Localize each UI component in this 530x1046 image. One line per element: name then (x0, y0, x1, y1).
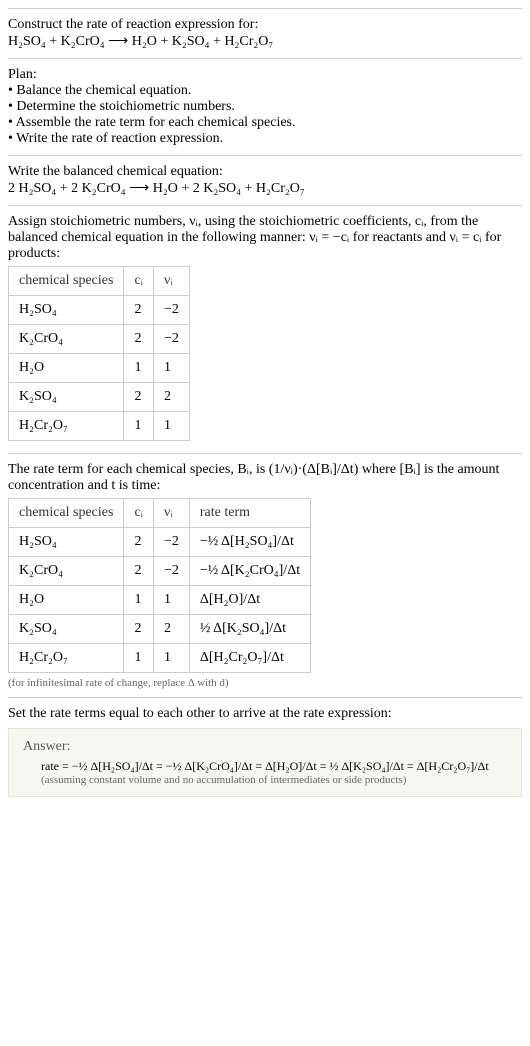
final-title: Set the rate terms equal to each other t… (8, 706, 522, 722)
stoich-intro: Assign stoichiometric numbers, νᵢ, using… (8, 214, 522, 262)
table-row: H₂Cr₂O₇ 1 1 Δ[H₂Cr₂O₇]/Δt (9, 644, 311, 673)
rateterm-formula: (1/νᵢ)·(Δ[Bᵢ]/Δt) (269, 462, 359, 477)
table-row: K₂SO₄ 2 2 (9, 383, 190, 412)
rateterm-table: chemical species cᵢ νᵢ rate term H₂SO₄ 2… (8, 498, 311, 673)
cell: K₂SO₄ (9, 615, 124, 644)
cell: 2 (153, 615, 189, 644)
plan-item: • Assemble the rate term for each chemic… (8, 115, 522, 131)
intro-equation: H₂SO₄ + K₂CrO₄ ⟶ H₂O + K₂SO₄ + H₂Cr₂O₇ (8, 33, 522, 50)
col-header: rate term (189, 499, 310, 528)
rate-expression: rate = −½ Δ[H₂SO₄]/Δt = −½ Δ[K₂CrO₄]/Δt … (41, 759, 507, 774)
table-row: H₂SO₄ 2 −2 −½ Δ[H₂SO₄]/Δt (9, 528, 311, 557)
cell: H₂Cr₂O₇ (9, 644, 124, 673)
col-header: cᵢ (124, 267, 154, 296)
cell: H₂SO₄ (9, 296, 124, 325)
plan-item: • Determine the stoichiometric numbers. (8, 99, 522, 115)
table-row: K₂SO₄ 2 2 ½ Δ[K₂SO₄]/Δt (9, 615, 311, 644)
cell: 1 (153, 412, 189, 441)
table-row: K₂CrO₄ 2 −2 −½ Δ[K₂CrO₄]/Δt (9, 557, 311, 586)
intro-line: Construct the rate of reaction expressio… (8, 17, 522, 33)
stoich-table: chemical species cᵢ νᵢ H₂SO₄ 2 −2 K₂CrO₄… (8, 266, 190, 441)
cell: 2 (124, 528, 154, 557)
cell: Δ[H₂Cr₂O₇]/Δt (189, 644, 310, 673)
plan-item: • Write the rate of reaction expression. (8, 131, 522, 147)
balanced-section: Write the balanced chemical equation: 2 … (8, 155, 522, 205)
col-header: cᵢ (124, 499, 154, 528)
cell: 1 (124, 644, 154, 673)
cell: K₂CrO₄ (9, 557, 124, 586)
plan-title: Plan: (8, 67, 522, 83)
col-header: νᵢ (153, 267, 189, 296)
assumption-note: (assuming constant volume and no accumul… (41, 774, 507, 786)
table-row: H₂O 1 1 Δ[H₂O]/Δt (9, 586, 311, 615)
cell: H₂Cr₂O₇ (9, 412, 124, 441)
col-header: νᵢ (153, 499, 189, 528)
table-row: K₂CrO₄ 2 −2 (9, 325, 190, 354)
cell: ½ Δ[K₂SO₄]/Δt (189, 615, 310, 644)
plan-section: Plan: • Balance the chemical equation. •… (8, 58, 522, 155)
balanced-equation: 2 H₂SO₄ + 2 K₂CrO₄ ⟶ H₂O + 2 K₂SO₄ + H₂C… (8, 180, 522, 197)
balanced-title: Write the balanced chemical equation: (8, 164, 522, 180)
cell: 2 (124, 325, 154, 354)
rateterm-intro: The rate term for each chemical species,… (8, 462, 522, 494)
rateterm-intro-a: The rate term for each chemical species,… (8, 462, 269, 477)
plan-item: • Balance the chemical equation. (8, 83, 522, 99)
cell: H₂O (9, 354, 124, 383)
cell: 1 (124, 412, 154, 441)
col-header: chemical species (9, 267, 124, 296)
cell: −½ Δ[H₂SO₄]/Δt (189, 528, 310, 557)
cell: 2 (124, 615, 154, 644)
stoich-section: Assign stoichiometric numbers, νᵢ, using… (8, 205, 522, 453)
cell: 1 (153, 586, 189, 615)
rateterm-section: The rate term for each chemical species,… (8, 453, 522, 697)
cell: −2 (153, 557, 189, 586)
cell: 1 (153, 354, 189, 383)
table-row: H₂SO₄ 2 −2 (9, 296, 190, 325)
cell: 1 (153, 644, 189, 673)
cell: Δ[H₂O]/Δt (189, 586, 310, 615)
cell: 2 (124, 296, 154, 325)
table-row: H₂O 1 1 (9, 354, 190, 383)
cell: H₂SO₄ (9, 528, 124, 557)
col-header: chemical species (9, 499, 124, 528)
cell: −2 (153, 528, 189, 557)
cell: 2 (153, 383, 189, 412)
cell: 1 (124, 354, 154, 383)
cell: −2 (153, 296, 189, 325)
table-header-row: chemical species cᵢ νᵢ (9, 267, 190, 296)
cell: H₂O (9, 586, 124, 615)
cell: 2 (124, 557, 154, 586)
cell: K₂SO₄ (9, 383, 124, 412)
cell: 2 (124, 383, 154, 412)
final-section: Set the rate terms equal to each other t… (8, 697, 522, 805)
cell: K₂CrO₄ (9, 325, 124, 354)
table-header-row: chemical species cᵢ νᵢ rate term (9, 499, 311, 528)
cell: 1 (124, 586, 154, 615)
rateterm-note: (for infinitesimal rate of change, repla… (8, 677, 522, 689)
cell: −2 (153, 325, 189, 354)
cell: −½ Δ[K₂CrO₄]/Δt (189, 557, 310, 586)
answer-label: Answer: (23, 739, 507, 755)
answer-box: Answer: rate = −½ Δ[H₂SO₄]/Δt = −½ Δ[K₂C… (8, 728, 522, 797)
intro-section: Construct the rate of reaction expressio… (8, 8, 522, 58)
table-row: H₂Cr₂O₇ 1 1 (9, 412, 190, 441)
